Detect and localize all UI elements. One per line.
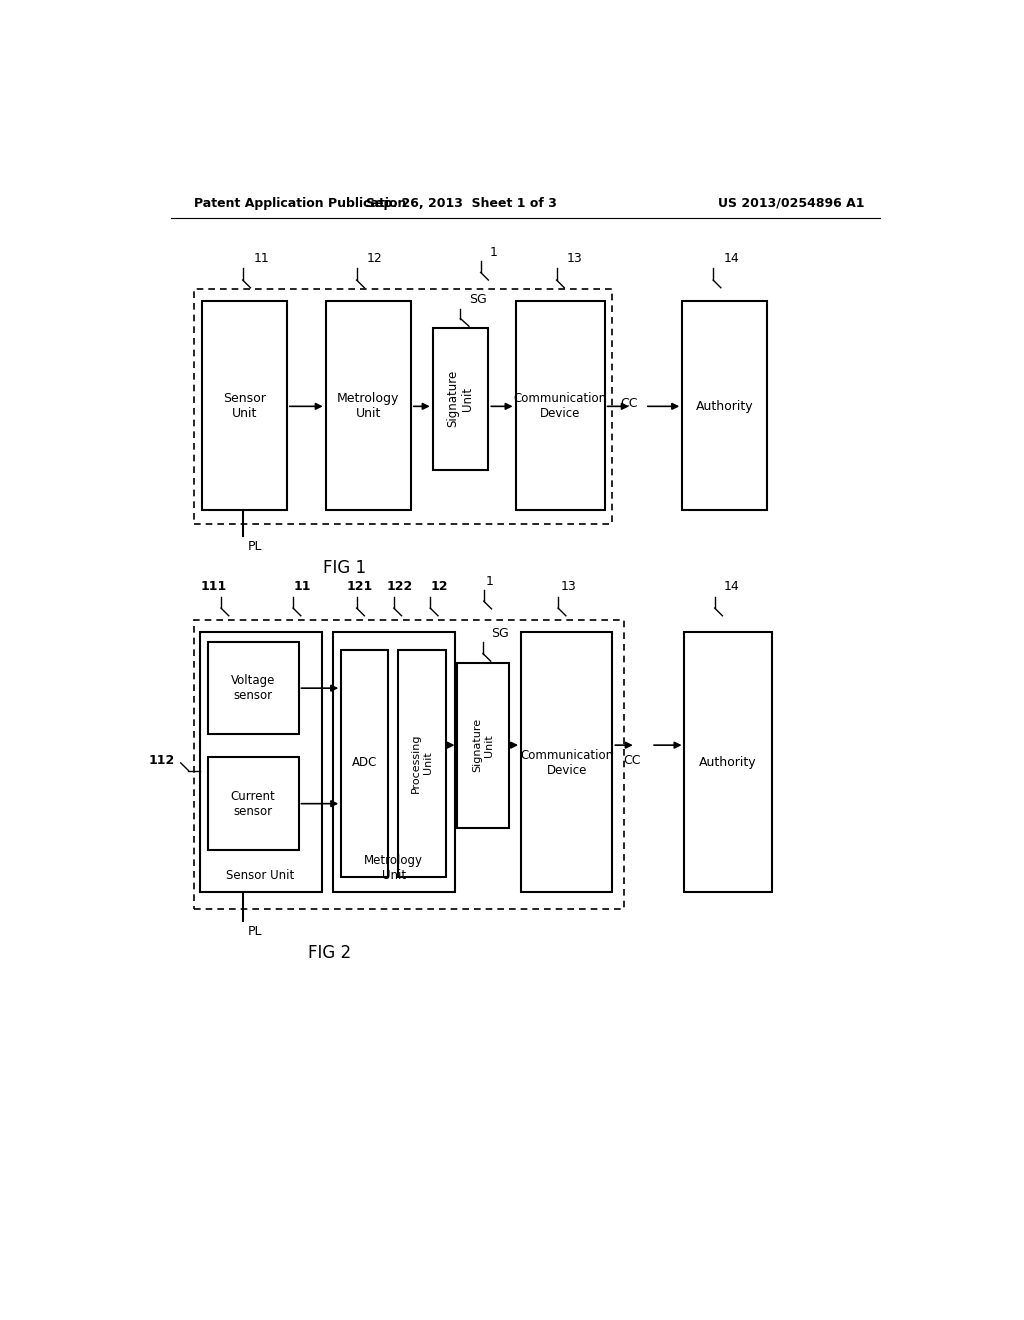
Text: FIG 2: FIG 2 xyxy=(308,944,351,962)
Bar xyxy=(458,663,509,829)
Text: 121: 121 xyxy=(346,581,373,594)
Bar xyxy=(200,632,322,892)
Text: Communication
Device: Communication Device xyxy=(520,748,613,777)
Text: 111: 111 xyxy=(200,581,226,594)
Text: FIG 1: FIG 1 xyxy=(324,558,367,577)
Bar xyxy=(326,301,411,511)
Text: Sensor Unit: Sensor Unit xyxy=(226,869,295,882)
Text: 11: 11 xyxy=(294,581,311,594)
Text: Communication
Device: Communication Device xyxy=(513,392,606,420)
Text: US 2013/0254896 A1: US 2013/0254896 A1 xyxy=(718,197,864,210)
Text: SG: SG xyxy=(490,627,509,640)
Text: 13: 13 xyxy=(566,252,583,264)
Bar xyxy=(515,301,604,511)
Text: 14: 14 xyxy=(723,252,739,264)
Text: Sep. 26, 2013  Sheet 1 of 3: Sep. 26, 2013 Sheet 1 of 3 xyxy=(366,197,557,210)
Text: SG: SG xyxy=(469,293,486,306)
Text: Authority: Authority xyxy=(696,400,754,413)
Text: 1: 1 xyxy=(486,576,494,589)
Text: Signature
Unit: Signature Unit xyxy=(472,718,494,772)
Bar xyxy=(341,649,388,876)
Text: Current
sensor: Current sensor xyxy=(230,789,275,817)
Bar xyxy=(432,327,488,470)
Bar xyxy=(521,632,612,892)
Text: Voltage
sensor: Voltage sensor xyxy=(230,675,275,702)
Text: 122: 122 xyxy=(386,581,413,594)
Text: 11: 11 xyxy=(254,252,269,264)
Text: PL: PL xyxy=(248,925,262,939)
Text: 13: 13 xyxy=(560,581,577,594)
Text: 112: 112 xyxy=(148,754,174,767)
Bar xyxy=(202,301,287,511)
Bar xyxy=(684,632,772,892)
Text: PL: PL xyxy=(248,540,262,553)
Bar xyxy=(334,632,455,892)
Bar xyxy=(194,289,612,524)
Text: 12: 12 xyxy=(430,581,447,594)
Text: Metrology
Unit: Metrology Unit xyxy=(337,392,399,420)
Text: Signature
Unit: Signature Unit xyxy=(446,370,474,428)
Text: Patent Application Publication: Patent Application Publication xyxy=(194,197,407,210)
Text: 1: 1 xyxy=(489,246,498,259)
Text: Authority: Authority xyxy=(699,756,757,770)
Bar xyxy=(194,620,624,909)
Bar xyxy=(208,642,299,734)
Text: Sensor
Unit: Sensor Unit xyxy=(223,392,265,420)
Bar xyxy=(397,649,445,876)
Text: CC: CC xyxy=(621,397,638,409)
Text: Metrology
Unit: Metrology Unit xyxy=(365,854,423,882)
Bar xyxy=(682,301,767,511)
Text: ADC: ADC xyxy=(351,756,377,770)
Text: Processing
Unit: Processing Unit xyxy=(411,733,432,792)
Bar xyxy=(208,758,299,850)
Text: 12: 12 xyxy=(367,252,382,264)
Text: CC: CC xyxy=(623,754,640,767)
Text: 14: 14 xyxy=(723,581,739,594)
